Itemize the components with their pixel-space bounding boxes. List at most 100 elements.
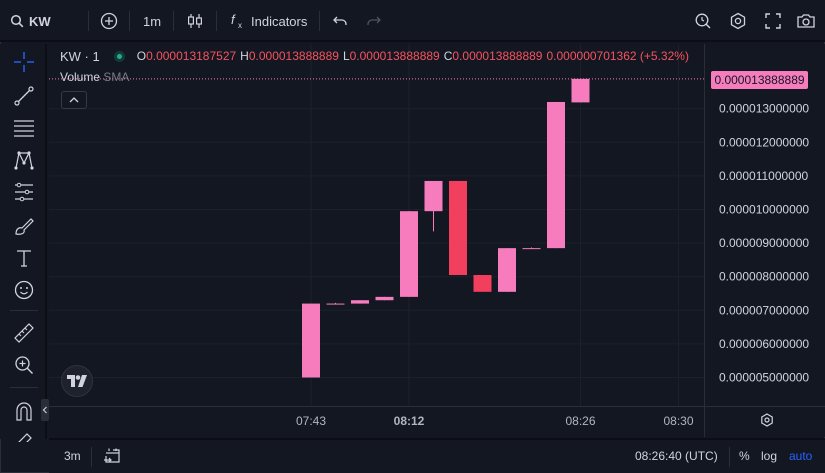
price-axis-label: 0.000013000000 [719, 102, 809, 116]
zoom-tool[interactable] [11, 352, 37, 378]
snapshot-button[interactable] [796, 10, 816, 32]
legend-close-label: C [443, 49, 453, 63]
percent-scale-toggle[interactable]: % [739, 449, 750, 463]
legend-high-label: H [240, 49, 249, 63]
gear-icon [730, 12, 746, 30]
auto-scale-toggle[interactable]: auto [789, 449, 813, 463]
camera-icon [797, 14, 815, 28]
price-axis-label: 0.000012000000 [719, 135, 809, 149]
pattern-icon [14, 151, 34, 170]
candle-body [547, 101, 565, 249]
trend-line-tool[interactable] [11, 83, 37, 109]
volume-legend[interactable]: Volume SMA [60, 70, 129, 84]
pencil-lock-icon [18, 433, 32, 442]
chevron-left-icon [42, 406, 47, 414]
compare-button[interactable] [100, 10, 118, 32]
price-axis-label: 0.000011000000 [719, 169, 809, 183]
pattern-tool[interactable] [11, 147, 37, 173]
legend-open-value: 0.000013187527 [146, 49, 237, 63]
legend-high-value: 0.000013888889 [248, 49, 339, 63]
time-axis-label: 08:12 [394, 414, 425, 428]
toolbar-divider [91, 447, 92, 467]
icon-tool[interactable] [11, 277, 37, 303]
go-to-date-button[interactable] [103, 447, 121, 468]
legend-close-value: 0.000013888889 [452, 49, 543, 63]
indicators-button[interactable]: f x Indicators [229, 10, 307, 32]
quick-search-button[interactable] [694, 10, 712, 32]
toolbar-divider [173, 11, 174, 31]
time-axis-label: 08:26 [565, 414, 595, 428]
symbol-search[interactable]: KW [10, 10, 51, 32]
series-legend: KW · 1 O 0.000013187527 H 0.000013888889 L… [60, 48, 689, 64]
legend-title[interactable]: KW · 1 [60, 48, 100, 64]
price-axis-label: 0.000008000000 [719, 270, 809, 284]
time-axis-label: 08:30 [663, 414, 693, 428]
zoom-search-icon [695, 13, 711, 29]
price-axis-label: 0.000007000000 [719, 303, 809, 317]
price-axis-label: 0.000010000000 [719, 203, 809, 217]
forecast-tool[interactable] [11, 179, 37, 205]
price-axis-label: 0.000006000000 [719, 337, 809, 351]
lock-drawings-tool[interactable] [11, 430, 37, 442]
redo-icon [367, 16, 381, 25]
plus-circle-icon [100, 12, 118, 30]
symbol-label: KW [29, 13, 51, 29]
range-button[interactable]: 3m [64, 449, 81, 463]
calendar-arrow-icon [104, 448, 120, 463]
undo-button[interactable] [332, 10, 348, 32]
legend-low-value: 0.000013888889 [349, 49, 440, 63]
brush-icon [15, 218, 34, 235]
candle-body [571, 78, 590, 103]
utc-clock[interactable]: 08:26:40 (UTC) [635, 449, 718, 463]
tradingview-logo[interactable] [61, 365, 93, 397]
settings-button[interactable] [729, 10, 747, 32]
candle-body [449, 180, 467, 276]
svg-text:f: f [231, 12, 236, 27]
toolbar-divider [88, 11, 89, 31]
candlestick-chart[interactable]: 0.000013000000 0.000012000000 0.0000110000… [49, 44, 825, 437]
time-scale-settings-icon[interactable] [761, 413, 773, 427]
price-axis-label: 0.000009000000 [719, 236, 809, 250]
toolbar-divider [729, 447, 730, 467]
crosshair-tool[interactable] [11, 49, 37, 75]
log-scale-toggle[interactable]: log [761, 449, 778, 463]
last-price-label: 0.000013888889 [711, 71, 808, 89]
magnet-tool[interactable] [11, 398, 37, 424]
search-icon [10, 14, 24, 28]
svg-text:x: x [238, 21, 242, 30]
chart-pane[interactable]: 0.000013000000 0.000012000000 0.0000110000… [49, 44, 825, 437]
candle-body [522, 248, 541, 250]
market-status-icon [113, 50, 125, 62]
candle-body [400, 211, 418, 297]
collapse-toolbar-button[interactable] [41, 399, 49, 421]
ruler-icon [14, 323, 34, 343]
candle-body [302, 303, 320, 378]
interval-button[interactable]: 1m [143, 10, 161, 32]
toolbar-divider [129, 11, 130, 31]
redo-button[interactable] [366, 10, 382, 32]
fullscreen-button[interactable] [764, 10, 782, 32]
fx-icon: f x [231, 12, 242, 30]
candle-body [498, 248, 516, 292]
time-axis-label: 07:43 [296, 414, 326, 428]
candle-body [351, 300, 369, 304]
chart-type-button[interactable] [186, 10, 204, 32]
magnet-icon [16, 402, 32, 421]
legend-open-label: O [136, 49, 147, 63]
indicators-label: Indicators [251, 13, 308, 29]
smiley-icon [14, 280, 34, 300]
measure-tool[interactable] [11, 320, 37, 346]
brush-tool[interactable] [11, 213, 37, 239]
collapse-legend-button[interactable] [61, 91, 87, 109]
horizontal-lines-icon [14, 120, 34, 137]
toolbar-divider [10, 387, 38, 388]
candle-body [375, 296, 394, 301]
chart-background [49, 44, 825, 437]
candle-body [473, 275, 492, 292]
forecast-icon [15, 182, 33, 202]
text-tool[interactable] [11, 245, 37, 271]
candles-icon [187, 14, 203, 28]
fib-tool[interactable] [11, 115, 37, 141]
text-icon [17, 250, 31, 267]
candle-body [424, 180, 443, 212]
